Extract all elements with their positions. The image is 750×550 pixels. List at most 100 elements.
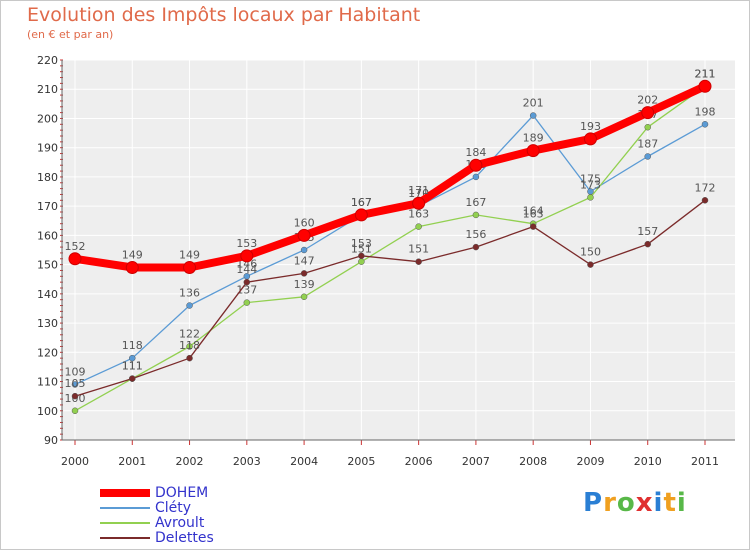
x-tick-2004: 2004 bbox=[290, 455, 318, 468]
point-avroult-2010 bbox=[644, 123, 651, 131]
proxiti-logo: Proxiti bbox=[583, 488, 687, 518]
label-dohem-2003: 153 bbox=[236, 237, 257, 250]
y-tick-170: 170 bbox=[37, 200, 58, 213]
point-delettes-2009 bbox=[587, 261, 594, 268]
label-avroult-2006: 163 bbox=[408, 208, 429, 221]
point-avroult-2003 bbox=[243, 299, 251, 306]
y-tick-180: 180 bbox=[37, 171, 58, 184]
point-avroult-2007 bbox=[472, 211, 480, 219]
point-dohem-2011 bbox=[698, 79, 712, 93]
label-dohem-2002: 149 bbox=[179, 249, 200, 262]
label-delettes-2007: 156 bbox=[465, 228, 486, 241]
point-dohem-2009 bbox=[583, 132, 597, 146]
y-tick-190: 190 bbox=[37, 142, 58, 155]
label-avroult-2009: 173 bbox=[580, 178, 601, 191]
label-delettes-2000: 105 bbox=[65, 377, 86, 390]
x-tick-2010: 2010 bbox=[634, 455, 662, 468]
point-avroult-2002 bbox=[186, 343, 193, 350]
x-tick-2007: 2007 bbox=[462, 455, 490, 468]
point-clty-2008 bbox=[529, 112, 537, 119]
label-dohem-2010: 202 bbox=[637, 94, 658, 107]
point-avroult-2000 bbox=[71, 407, 79, 415]
point-clty-2010 bbox=[644, 153, 651, 160]
label-clty-2000: 109 bbox=[65, 365, 86, 378]
x-tick-2000: 2000 bbox=[61, 455, 89, 468]
point-avroult-2004 bbox=[300, 293, 308, 301]
chart-title: Evolution des Impôts locaux par Habitant bbox=[27, 4, 421, 26]
point-delettes-2003 bbox=[243, 278, 251, 286]
x-tick-2001: 2001 bbox=[118, 455, 146, 468]
logo-letter: x bbox=[635, 488, 654, 518]
logo-letter: i bbox=[653, 488, 664, 518]
point-delettes-2010 bbox=[644, 240, 651, 248]
y-tick-130: 130 bbox=[37, 317, 58, 330]
series-line-avroult bbox=[74, 85, 706, 412]
y-tick-160: 160 bbox=[37, 229, 58, 242]
legend-swatch-avroult bbox=[100, 522, 150, 524]
label-dohem-2007: 184 bbox=[465, 146, 486, 159]
point-dohem-2006 bbox=[412, 196, 426, 210]
point-dohem-2007 bbox=[469, 158, 483, 172]
y-tick-150: 150 bbox=[37, 259, 58, 272]
x-tick-2008: 2008 bbox=[519, 455, 547, 468]
x-tick-2006: 2006 bbox=[405, 455, 433, 468]
label-avroult-2004: 139 bbox=[294, 278, 315, 291]
label-dohem-2009: 193 bbox=[580, 120, 601, 133]
label-avroult-2007: 167 bbox=[465, 196, 486, 209]
legend-label-delettes: Delettes bbox=[155, 530, 214, 546]
point-clty-2011 bbox=[701, 121, 709, 128]
y-tick-120: 120 bbox=[37, 346, 58, 359]
point-delettes-2004 bbox=[300, 270, 308, 277]
logo-letter: t bbox=[663, 488, 677, 518]
legend-swatch-delettes bbox=[100, 537, 150, 539]
logo-letter: o bbox=[616, 488, 636, 518]
point-dohem-2005 bbox=[354, 208, 368, 222]
point-delettes-2000 bbox=[71, 392, 79, 400]
logo-letter: P bbox=[583, 488, 604, 518]
point-dohem-2003 bbox=[240, 249, 254, 263]
series-line-dohem bbox=[74, 82, 707, 272]
point-dohem-2001 bbox=[125, 261, 139, 275]
logo-letter: r bbox=[603, 488, 617, 518]
y-tick-210: 210 bbox=[37, 83, 58, 96]
y-tick-200: 200 bbox=[37, 112, 58, 125]
label-avroult-2002: 122 bbox=[179, 327, 200, 340]
legend-swatch-clty bbox=[100, 507, 150, 509]
label-dohem-2004: 160 bbox=[294, 216, 315, 229]
label-avroult-2001: 111 bbox=[122, 360, 143, 373]
y-tick-100: 100 bbox=[37, 405, 58, 418]
label-clty-2002: 136 bbox=[179, 287, 200, 300]
label-delettes-2011: 172 bbox=[695, 181, 716, 194]
label-delettes-2010: 157 bbox=[637, 225, 658, 238]
label-avroult-2011: 211 bbox=[695, 67, 716, 80]
point-delettes-2007 bbox=[472, 243, 480, 251]
point-avroult-2009 bbox=[587, 194, 594, 201]
point-clty-2000 bbox=[71, 381, 79, 388]
point-clty-2002 bbox=[186, 302, 193, 309]
label-delettes-2008: 163 bbox=[523, 208, 544, 221]
label-clty-2008: 201 bbox=[523, 97, 544, 110]
series-line-delettes bbox=[74, 199, 706, 397]
point-clty-2007 bbox=[472, 173, 480, 181]
legend-label-clty: Cléty bbox=[155, 500, 192, 516]
y-tick-90: 90 bbox=[44, 434, 58, 447]
label-avroult-2003: 137 bbox=[236, 284, 257, 297]
point-dohem-2010 bbox=[641, 106, 655, 120]
point-delettes-2005 bbox=[358, 252, 365, 260]
label-dohem-2008: 189 bbox=[523, 132, 544, 145]
label-clty-2005: 167 bbox=[351, 196, 372, 209]
x-tick-2003: 2003 bbox=[233, 455, 261, 468]
point-clty-2004 bbox=[300, 246, 308, 254]
legend-label-avroult: Avroult bbox=[155, 515, 205, 531]
label-clty-2010: 187 bbox=[637, 137, 658, 150]
point-avroult-2005 bbox=[358, 258, 365, 265]
point-dohem-2000 bbox=[68, 252, 82, 266]
label-delettes-2005: 153 bbox=[351, 237, 372, 250]
label-clty-2001: 118 bbox=[122, 339, 143, 352]
chart-subtitle: (en € et par an) bbox=[27, 28, 114, 41]
x-tick-2009: 2009 bbox=[576, 455, 604, 468]
logo-letter: i bbox=[676, 488, 687, 518]
point-clty-2001 bbox=[129, 354, 136, 362]
point-delettes-2001 bbox=[129, 375, 136, 382]
